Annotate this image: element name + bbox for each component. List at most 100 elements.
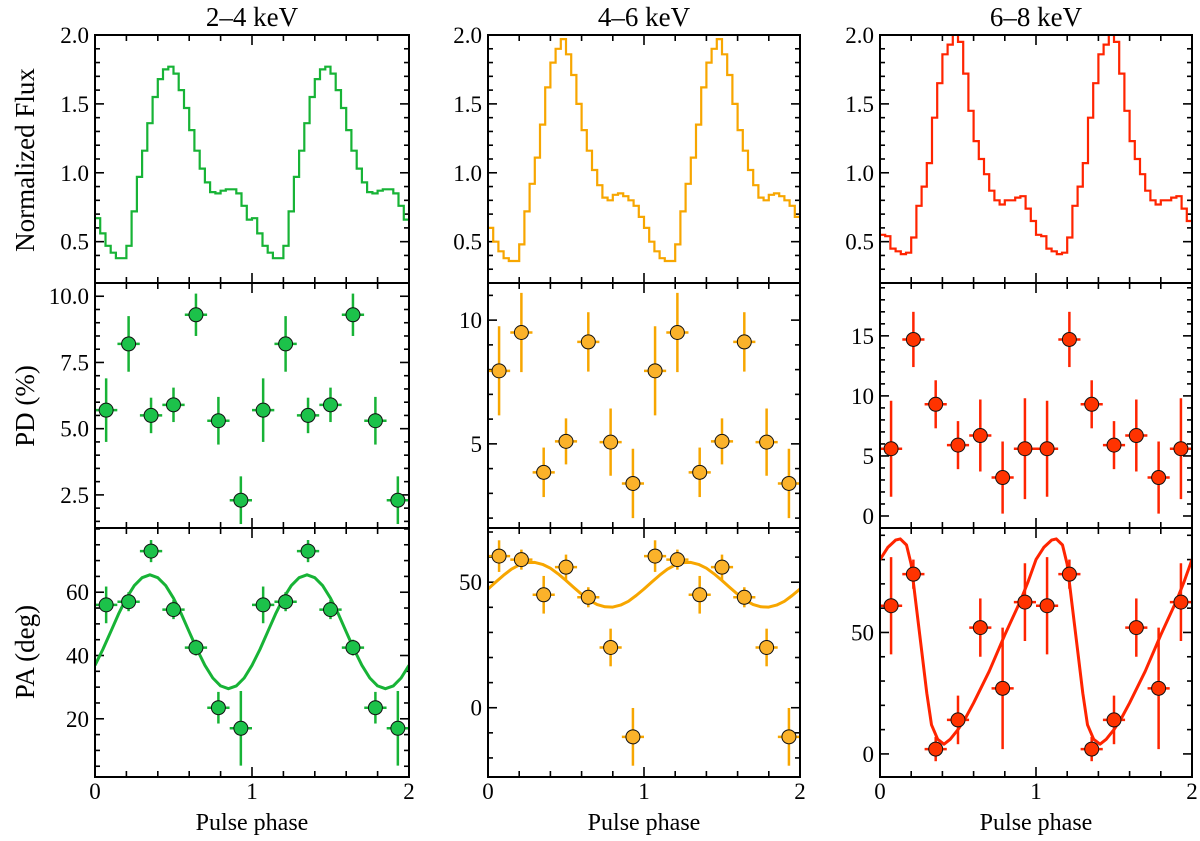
pd-data-point [532,447,555,498]
marker [491,363,507,379]
pd-data-point [946,421,970,470]
pa-model-curve [488,560,800,609]
marker [367,413,383,429]
marker [692,464,708,480]
marker [323,397,338,413]
marker [536,464,552,480]
y-tick-label: 1.0 [845,161,874,186]
pd-data-point [1013,398,1036,500]
marker [390,492,406,508]
pa-data-point [341,639,365,656]
y-tick-label: 2.0 [60,23,89,48]
y-tick-label: 1.5 [60,92,89,117]
marker [1151,680,1167,696]
marker [1039,441,1055,457]
pd-plot-area [880,311,1192,514]
marker [692,587,708,603]
marker [166,602,181,618]
marker [300,543,316,559]
pa-data-point [733,587,756,608]
pd-data-point [599,408,622,476]
pa-data-point [946,695,970,745]
pd-data-point [577,312,600,372]
pa-data-point [1058,559,1081,589]
pa-data-point [117,592,140,612]
y-tick-label: 0.5 [453,230,482,255]
y-tick-label: 1.0 [453,161,482,186]
pa-data-point [364,691,387,724]
pd-data-point [924,380,947,429]
marker [166,397,181,413]
y-tick-label: 0 [471,696,483,721]
marker [323,602,338,618]
pd-data-point [386,476,409,525]
pd-data-point [252,378,275,442]
flux-step-line [488,38,800,263]
marker [972,620,988,636]
y-tick-label: 2.5 [60,483,89,508]
pd-panel: 5 10 [459,282,801,529]
pd-data-point [229,476,252,525]
pa-data-point [554,554,578,580]
marker [390,720,406,736]
pa-data-point [162,600,185,620]
marker [883,441,899,457]
x-tick-label: 0 [482,779,494,804]
pd-data-point [777,448,800,519]
marker [647,363,663,379]
y-tick-label: 0.5 [845,230,874,255]
pa-data-point [1080,736,1103,762]
y-tick-label: 2.0 [453,23,482,48]
marker [883,598,899,614]
pd-data-point [207,396,230,445]
marker [345,640,361,656]
marker [995,470,1011,486]
marker [121,594,137,610]
pd-data-point [1125,399,1148,472]
pd-data-point [1102,421,1126,470]
marker [1084,396,1100,412]
x-tick-label: 1 [638,779,650,804]
marker [781,729,797,745]
marker [995,680,1011,696]
marker [513,324,529,340]
pd-data-point [319,387,342,423]
y-tick-label: 10 [851,384,874,409]
pd-data-point [117,316,140,372]
pd-data-point [621,448,644,519]
pa-data-point [229,690,252,766]
marker [367,700,383,716]
marker [1151,470,1167,486]
marker [928,396,944,412]
marker [278,594,294,610]
pd-plot-area [95,293,409,525]
marker [233,720,249,736]
y-tick-label: 5 [863,444,875,469]
x-tick-label: 1 [246,779,258,804]
pa-data-point [532,575,555,614]
marker [278,336,294,352]
pa-data-point [991,627,1014,750]
flux-panel-frame [879,34,1193,284]
marker [143,543,159,559]
pd-data-point [1080,380,1103,429]
pd-data-point [733,312,756,372]
marker [188,307,204,323]
marker [603,639,619,655]
pa-data-point [644,540,667,572]
pa-data-point [880,557,903,655]
marker [1173,441,1189,457]
marker [1017,594,1033,610]
pd-data-point [162,387,185,423]
pd-data-point [139,397,163,434]
pd-data-point [880,400,903,497]
x-tick-label: 0 [89,779,101,804]
pa-data-point [755,628,778,667]
marker [714,559,730,575]
pd-data-point [510,292,533,373]
x-axis-label: Pulse phase [980,810,1093,836]
pd-data-point [991,441,1014,514]
pd-panel-frame [487,282,801,529]
marker [905,566,921,582]
